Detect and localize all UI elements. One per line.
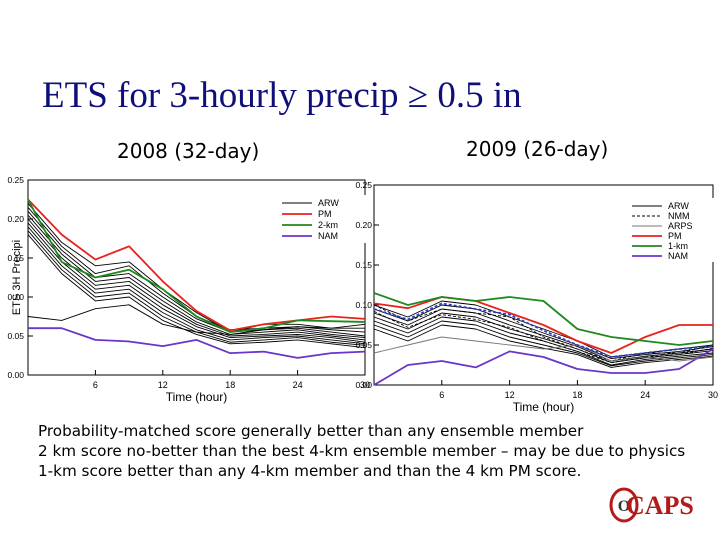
series-line-arw: [27, 222, 366, 343]
right-chart-subtitle: 2009 (26-day): [466, 137, 609, 161]
logo-ring: [609, 487, 639, 523]
legend-label: ARW: [318, 198, 339, 208]
series-line-arw: [373, 312, 714, 364]
chart-2009: 0.00 0.05 0.10 0.15 0.20 0.25 6 12 18 24 30 Time (h…: [355, 180, 718, 414]
legend-label: PM: [668, 231, 682, 241]
series-line-arw: [373, 324, 714, 368]
y-tick-label: 0.00: [7, 370, 24, 380]
legend-box: [630, 198, 714, 262]
legend-label: PM: [318, 209, 332, 219]
series-line-nmm: [373, 310, 714, 364]
y-tick-label: 0.15: [7, 253, 24, 263]
y-tick-label: 0.20: [355, 220, 372, 230]
series-line-2-km: [27, 199, 366, 334]
x-tick-label: 30: [708, 390, 718, 400]
note-line-1: Probability-matched score generally bett…: [38, 422, 584, 440]
caps-logo: O CAPS: [609, 487, 694, 523]
series-line-arw: [27, 234, 366, 349]
x-tick-label: 6: [439, 390, 444, 400]
left-chart-subtitle: 2008 (32-day): [117, 139, 260, 163]
x-tick-label: 12: [158, 380, 168, 390]
x-tick-label: 6: [93, 380, 98, 390]
note-line-3: 1-km score better than any 4-km member a…: [38, 462, 582, 480]
logo-text: CAPS: [626, 491, 694, 520]
series-line-arw: [27, 226, 366, 345]
y-tick-label: 0.05: [355, 340, 372, 350]
legend-label: NAM: [318, 231, 338, 241]
x-tick-label: 18: [225, 380, 235, 390]
legend-label: NAM: [668, 251, 688, 261]
series-line-arw: [27, 304, 366, 335]
note-line-2: 2 km score no-better than the best 4-km …: [38, 442, 686, 460]
y-tick-label: 0.10: [355, 300, 372, 310]
series-line-pm: [373, 296, 713, 354]
y-tick-label: 0.05: [7, 331, 24, 341]
series-line-arw: [373, 304, 714, 360]
series-line-arps: [373, 336, 714, 362]
series-line-pm: [27, 198, 366, 332]
y-tick-label: 0.25: [7, 175, 24, 185]
x-tick-label: 18: [572, 390, 582, 400]
y-tick-label: 0.20: [7, 214, 24, 224]
series-line-1-km: [373, 292, 714, 346]
series-line-arw: [27, 210, 366, 337]
y-tick-label: 0.25: [355, 180, 372, 190]
legend-label: ARW: [668, 201, 689, 211]
y-tick-label: 0.00: [355, 380, 372, 390]
x-tick-label: 30: [360, 380, 370, 390]
x-axis-label: Time (hour): [166, 390, 228, 404]
y-tick-label: 0.10: [7, 292, 24, 302]
series-line-arw: [373, 320, 714, 367]
series-line-arw: [27, 218, 366, 341]
notes: Probability-matched score generally bett…: [38, 421, 685, 481]
x-axis-label: Time (hour): [513, 400, 575, 414]
legend-label: ARPS: [668, 221, 693, 231]
x-tick-label: 24: [640, 390, 650, 400]
series-line-arps: [373, 302, 714, 358]
y-axis-label: ETS 3H Precipi: [11, 240, 23, 315]
x-tick-label: 24: [293, 380, 303, 390]
legend-label: NMM: [668, 211, 690, 221]
x-tick-label: 12: [505, 390, 515, 400]
slide-title: ETS for 3-hourly precip ≥ 0.5 in: [42, 75, 522, 116]
series-line-nmm: [373, 304, 714, 362]
series-line-nam: [373, 348, 714, 386]
legend-label: 2-km: [318, 220, 338, 230]
series-line-nam: [28, 327, 366, 359]
legend-label: 1-km: [668, 241, 688, 251]
y-tick-label: 0.15: [355, 260, 372, 270]
series-line-arw: [373, 308, 714, 362]
chart-2008: 0.00 0.05 0.10 0.15 0.20 0.25 6 12 18 24 30 Time (h…: [7, 175, 370, 404]
logo-mark: O: [618, 498, 630, 515]
series-line-arw: [27, 203, 365, 333]
